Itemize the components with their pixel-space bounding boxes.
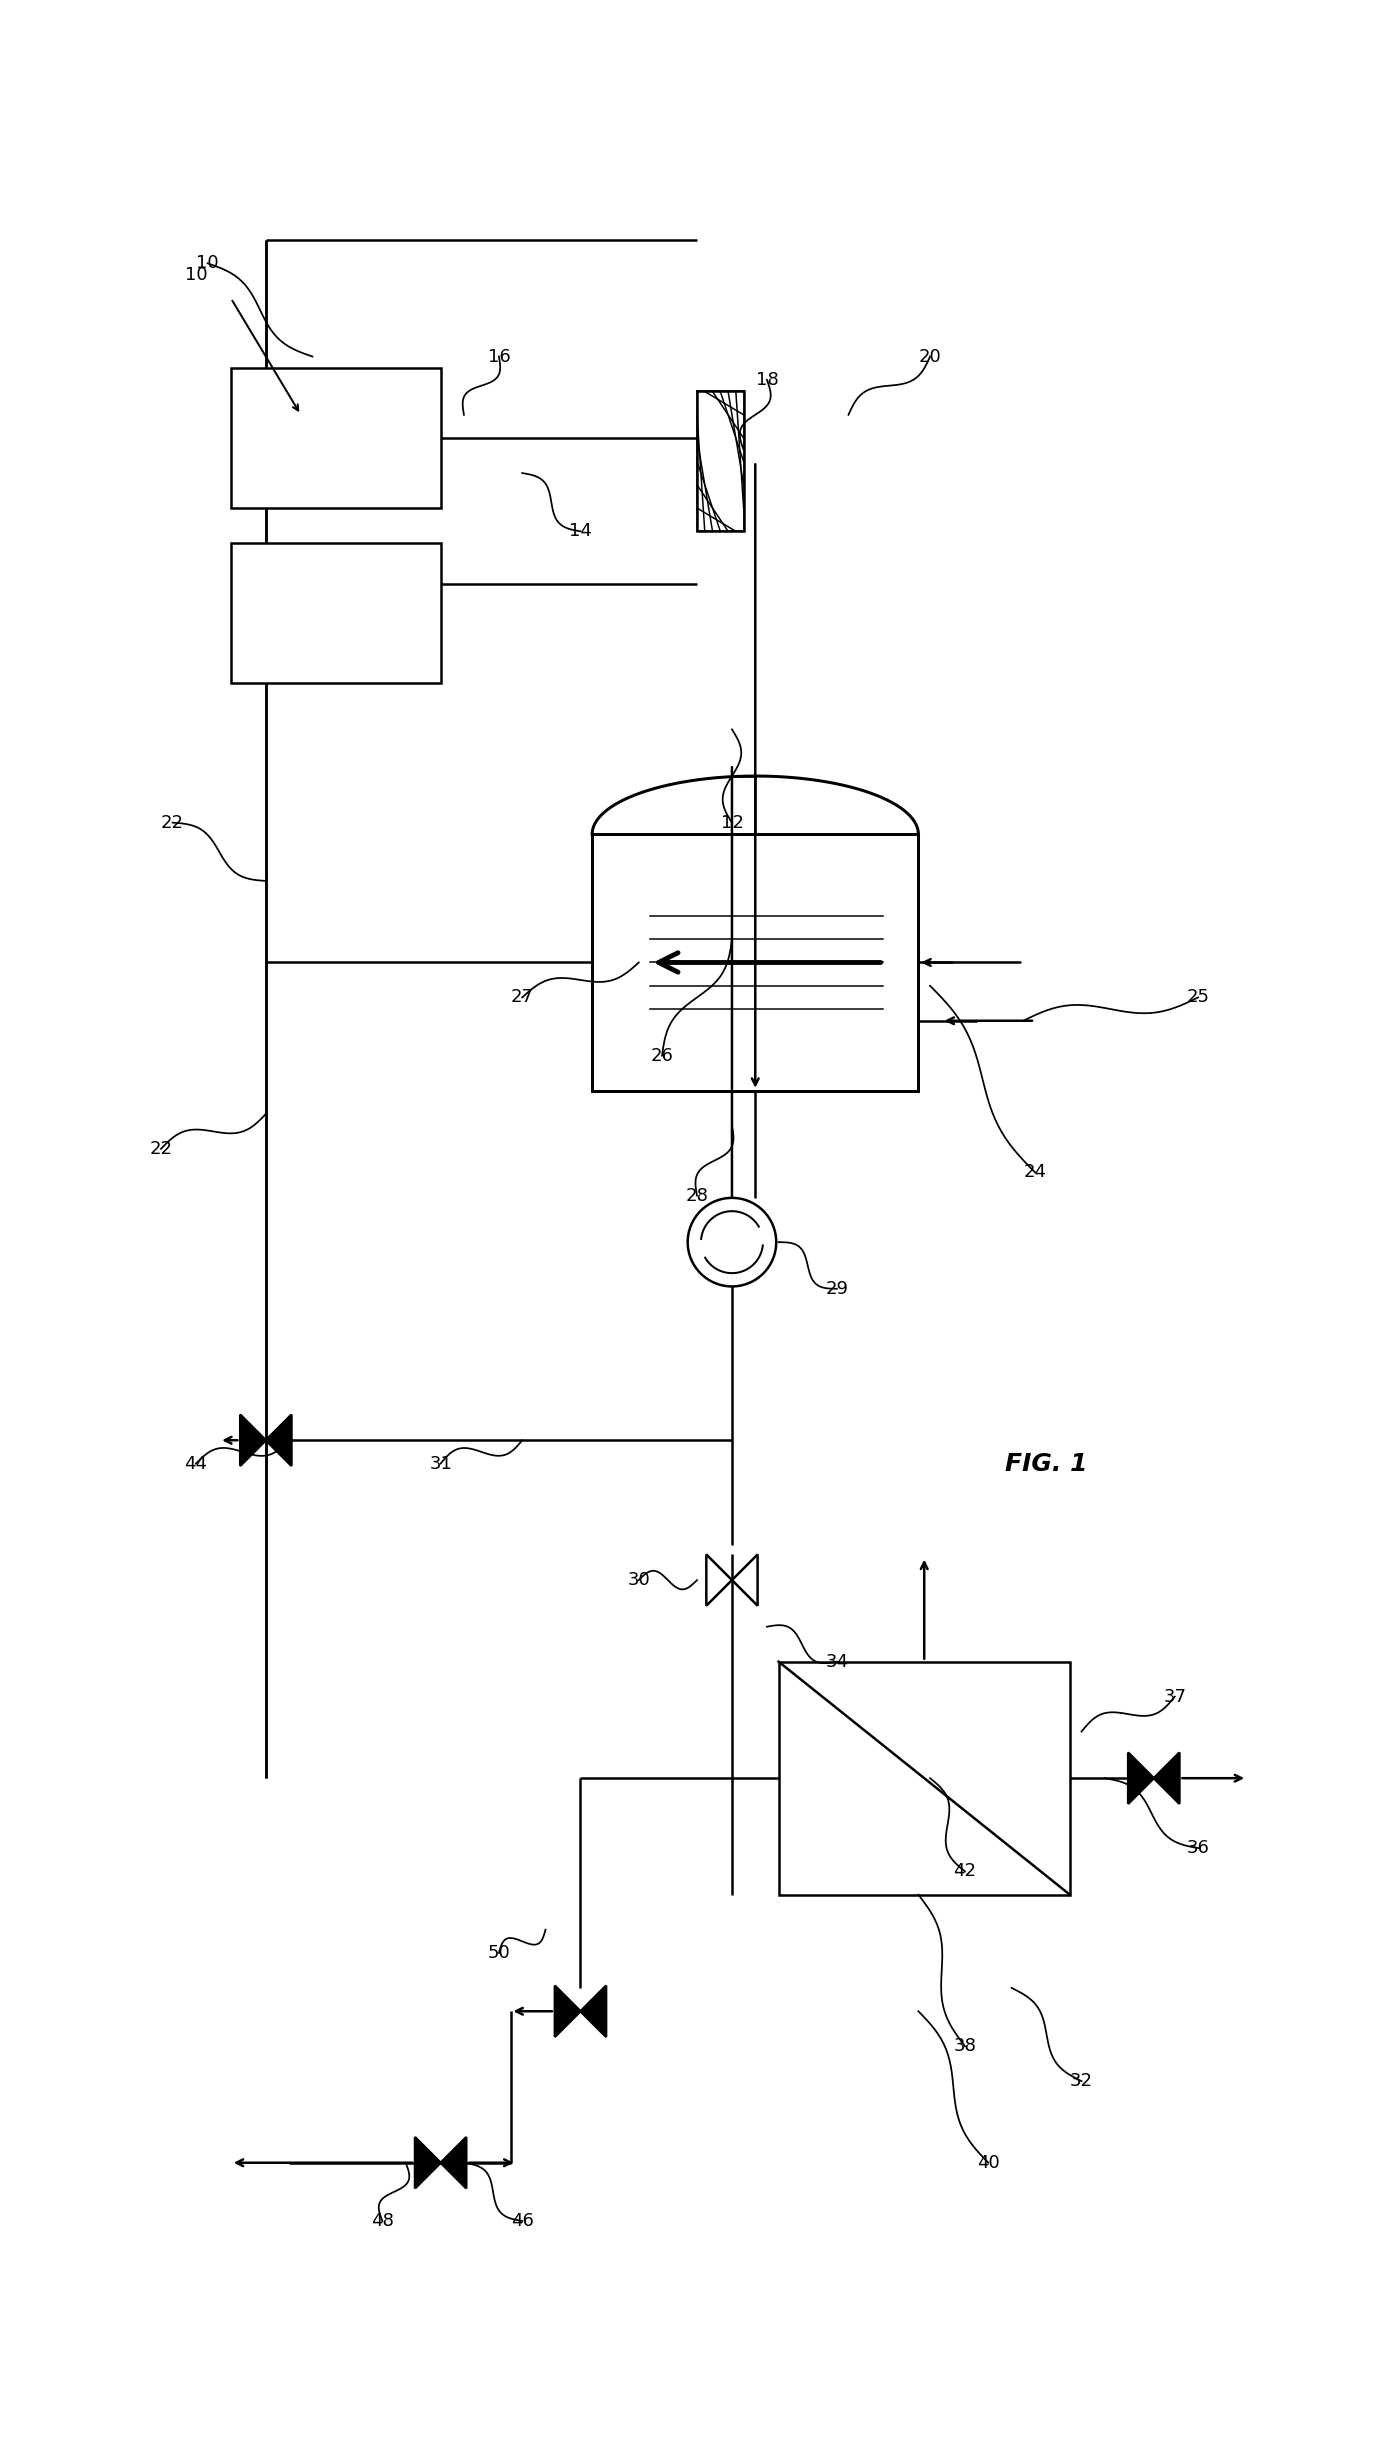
- Circle shape: [687, 1199, 776, 1287]
- Bar: [231, 369, 441, 507]
- Polygon shape: [1128, 1752, 1154, 1804]
- Text: 42: 42: [953, 1863, 977, 1880]
- Polygon shape: [732, 1555, 757, 1605]
- Polygon shape: [240, 1415, 266, 1467]
- Bar: [697, 391, 743, 532]
- Text: 37: 37: [1163, 1688, 1186, 1705]
- Text: 25: 25: [1186, 989, 1210, 1007]
- Text: FIG. 1: FIG. 1: [1005, 1452, 1087, 1477]
- Bar: [779, 1661, 1069, 1895]
- Text: 30: 30: [627, 1570, 650, 1590]
- Bar: [231, 544, 441, 682]
- Text: 20: 20: [919, 347, 941, 367]
- Text: 31: 31: [429, 1454, 452, 1472]
- Polygon shape: [555, 1986, 580, 2038]
- Text: 27: 27: [510, 989, 534, 1007]
- Polygon shape: [707, 1555, 732, 1605]
- Polygon shape: [441, 2136, 466, 2188]
- Polygon shape: [415, 2136, 441, 2188]
- Text: 44: 44: [184, 1454, 208, 1472]
- Text: 24: 24: [1023, 1164, 1047, 1181]
- Text: 40: 40: [977, 2153, 999, 2171]
- Text: 16: 16: [488, 347, 510, 367]
- Text: 10: 10: [197, 253, 219, 273]
- Text: 22: 22: [149, 1139, 173, 1159]
- Text: 50: 50: [488, 1944, 510, 1961]
- Text: 46: 46: [510, 2212, 534, 2230]
- Polygon shape: [580, 1986, 606, 2038]
- Text: 12: 12: [721, 815, 743, 832]
- Text: 14: 14: [569, 522, 592, 541]
- Text: 29: 29: [825, 1280, 849, 1297]
- Text: 36: 36: [1186, 1838, 1210, 1858]
- Text: 38: 38: [953, 2038, 976, 2055]
- Bar: [592, 834, 919, 1090]
- Text: 18: 18: [756, 372, 778, 389]
- Text: 28: 28: [686, 1186, 708, 1203]
- Polygon shape: [1154, 1752, 1179, 1804]
- Text: 10: 10: [184, 266, 208, 283]
- Text: 22: 22: [162, 815, 184, 832]
- Text: 26: 26: [651, 1046, 673, 1066]
- Polygon shape: [266, 1415, 291, 1467]
- Text: 32: 32: [1071, 2072, 1093, 2089]
- Text: 48: 48: [371, 2212, 395, 2230]
- Text: 34: 34: [825, 1654, 849, 1671]
